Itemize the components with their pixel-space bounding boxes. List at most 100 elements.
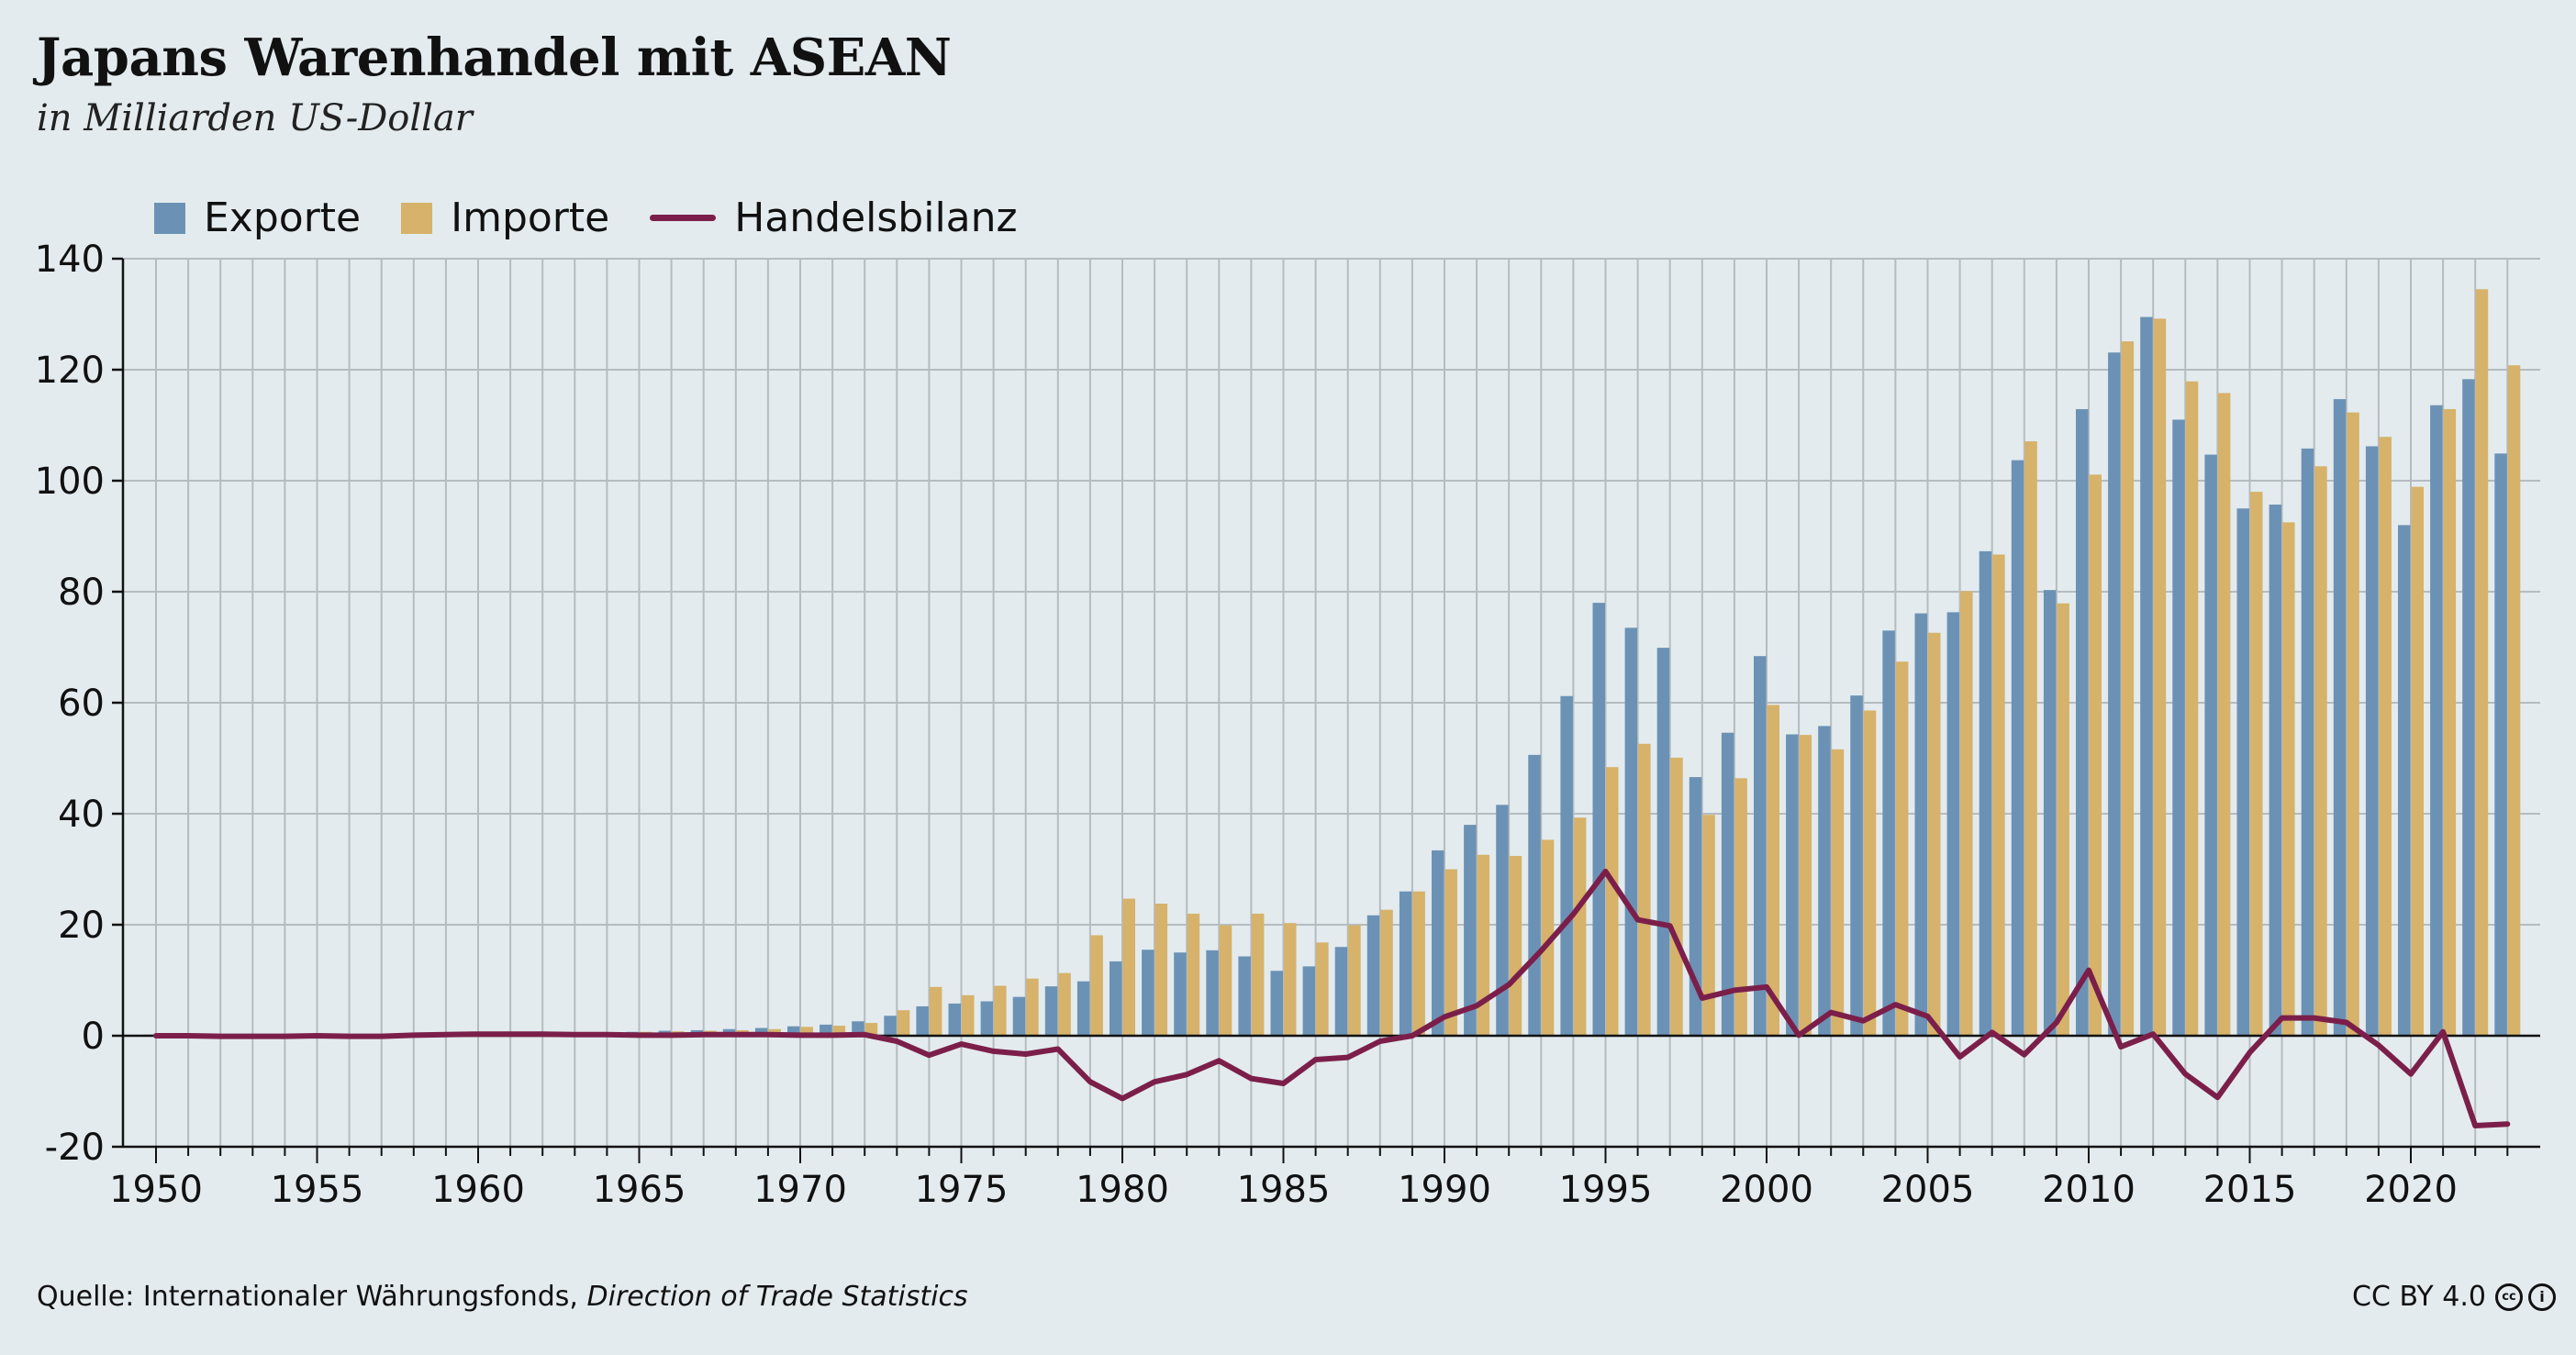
x-tick-label: 1965 [593, 1169, 686, 1211]
bar-exports [1012, 996, 1026, 1036]
chart-subtitle: in Milliarden US-Dollar [37, 97, 473, 139]
bar-imports [1734, 778, 1747, 1036]
source-prefix: Quelle: Internationaler Währungsfonds, [37, 1281, 587, 1313]
bar-exports [1721, 732, 1734, 1036]
x-tick-label: 1995 [1559, 1169, 1653, 1211]
legend-item-imports: Importe [401, 194, 609, 241]
bar-exports [1754, 656, 1767, 1036]
bar-imports [2024, 441, 2037, 1036]
y-tick-label: 20 [58, 905, 105, 947]
bar-imports [929, 986, 942, 1036]
bar-imports [1799, 735, 1812, 1036]
bar-exports [1818, 726, 1831, 1036]
bar-imports [1316, 942, 1329, 1036]
bar-exports [1270, 971, 1283, 1036]
bar-exports [1882, 630, 1895, 1036]
bar-imports [1251, 913, 1265, 1036]
bar-imports [864, 1023, 878, 1036]
bar-exports [1302, 966, 1316, 1036]
x-tick-label: 1960 [431, 1169, 525, 1211]
bar-exports [2430, 405, 2443, 1037]
y-tick-label: 0 [82, 1016, 105, 1058]
bar-exports [884, 1016, 897, 1036]
bar-imports [1960, 591, 1973, 1036]
bar-exports [1464, 825, 1477, 1036]
bar-exports [1076, 981, 1090, 1036]
bar-exports [1366, 915, 1380, 1036]
bar-exports [916, 1005, 929, 1036]
bar-exports [2494, 453, 2507, 1037]
bar-exports [1624, 628, 1638, 1036]
bar-imports [1154, 904, 1168, 1036]
bar-imports [1863, 710, 1877, 1036]
bar-imports [962, 994, 975, 1036]
bar-imports [1284, 923, 1297, 1036]
balance-line-series [153, 868, 2511, 1128]
bar-imports [800, 1027, 813, 1036]
bar-imports [897, 1010, 910, 1036]
bar-exports [980, 1001, 994, 1036]
bar-imports [1992, 554, 2005, 1036]
balance-line [153, 868, 2511, 1128]
x-tick-label: 1950 [109, 1169, 203, 1211]
bar-imports [1380, 909, 1393, 1036]
legend-swatch-exports [154, 202, 185, 234]
bar-exports [1206, 950, 1219, 1036]
bar-imports [832, 1026, 846, 1036]
bar-imports [2314, 466, 2327, 1036]
bar-imports [2475, 289, 2489, 1036]
bar-imports [2379, 437, 2392, 1037]
bar-imports [2443, 408, 2457, 1037]
bar-imports [1477, 854, 1490, 1036]
bar-exports [948, 1003, 961, 1036]
grid-lines [123, 258, 2540, 1148]
bar-imports [1058, 972, 1071, 1036]
bar-exports [2076, 408, 2089, 1037]
bar-imports [1412, 891, 1425, 1036]
x-tick-label: 2000 [1720, 1169, 1813, 1211]
x-tick-label: 1980 [1076, 1169, 1169, 1211]
license-text: CC BY 4.0 [2352, 1281, 2486, 1313]
bar-exports [1334, 947, 1348, 1036]
bar-exports [1914, 613, 1927, 1036]
legend-label-exports: Exporte [204, 194, 362, 241]
bar-exports [1528, 754, 1541, 1036]
by-icon: i [2528, 1283, 2556, 1311]
bar-exports [1238, 956, 1251, 1036]
bar-imports [1573, 817, 1587, 1036]
bar-exports [2333, 399, 2347, 1036]
bar-exports [754, 1027, 768, 1036]
x-tick-label: 1975 [915, 1169, 1009, 1211]
bar-exports [1850, 695, 1863, 1036]
bar-imports [1090, 935, 1103, 1036]
bar-exports [2204, 454, 2217, 1036]
bar-exports [1496, 805, 1509, 1036]
bar-exports [1979, 550, 1992, 1036]
bar-exports [1432, 850, 1444, 1036]
bar-imports [1509, 855, 1522, 1036]
bar-exports [1044, 986, 1058, 1036]
bar-imports [2089, 474, 2102, 1036]
legend-item-exports: Exporte [154, 194, 361, 241]
license-note: CC BY 4.0 cc i [2352, 1281, 2556, 1313]
bar-exports [1399, 891, 1412, 1036]
x-tick-label: 1970 [753, 1169, 847, 1211]
bar-exports [2108, 352, 2121, 1036]
bar-exports [787, 1026, 800, 1036]
bar-imports [1670, 757, 1683, 1036]
bar-exports [2236, 508, 2249, 1036]
bar-exports [2011, 460, 2024, 1036]
source-note: Quelle: Internationaler Währungsfonds, D… [37, 1281, 968, 1313]
bar-imports [1187, 913, 1200, 1036]
y-tick-label: 120 [35, 350, 105, 392]
x-tick-label: 1985 [1237, 1169, 1331, 1211]
bar-exports [1592, 603, 1605, 1036]
y-tick-label: 80 [58, 572, 105, 614]
bar-exports [2043, 590, 2057, 1036]
bar-imports [2282, 522, 2295, 1036]
bar-imports [1702, 815, 1715, 1036]
bar-imports [2411, 486, 2424, 1036]
bar-imports [2250, 492, 2263, 1036]
y-tick-label: 60 [58, 683, 105, 725]
